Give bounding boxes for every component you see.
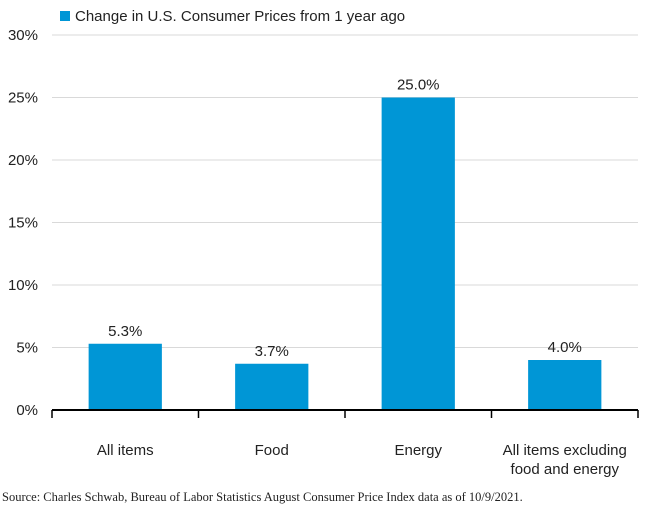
bars: 5.3% 3.7% 25.0% 4.0% [88, 77, 602, 410]
category-label: All items [97, 442, 154, 459]
source-note: Source: Charles Schwab, Bureau of Labor … [2, 490, 523, 504]
bar [381, 97, 455, 410]
y-tick-label: 5% [16, 340, 38, 357]
y-axis-ticks: 0% 5% 10% 15% 20% 25% 30% [8, 27, 38, 419]
data-label: 3.7% [255, 343, 289, 360]
y-tick-label: 0% [16, 402, 38, 419]
x-axis [51, 409, 639, 418]
category-labels: All items Food Energy All items excluding fo… [97, 442, 627, 478]
bar [235, 363, 309, 410]
bar [88, 343, 162, 410]
bar-chart: Change in U.S. Consumer Prices from 1 ye… [8, 8, 639, 478]
y-tick-label: 15% [8, 215, 38, 232]
legend: Change in U.S. Consumer Prices from 1 ye… [60, 8, 405, 25]
category-label: food and energy [511, 461, 620, 478]
y-tick-label: 20% [8, 152, 38, 169]
category-label: Food [255, 442, 289, 459]
legend-label: Change in U.S. Consumer Prices from 1 ye… [75, 8, 405, 25]
data-label: 25.0% [397, 77, 440, 94]
category-label: All items excluding [503, 442, 627, 459]
y-tick-label: 30% [8, 27, 38, 44]
data-label: 5.3% [108, 323, 142, 340]
y-tick-label: 10% [8, 277, 38, 294]
y-tick-label: 25% [8, 90, 38, 107]
legend-swatch [60, 11, 70, 21]
gridlines [52, 34, 638, 348]
data-label: 4.0% [548, 339, 582, 356]
bar [528, 360, 602, 410]
category-label: Energy [394, 442, 442, 459]
